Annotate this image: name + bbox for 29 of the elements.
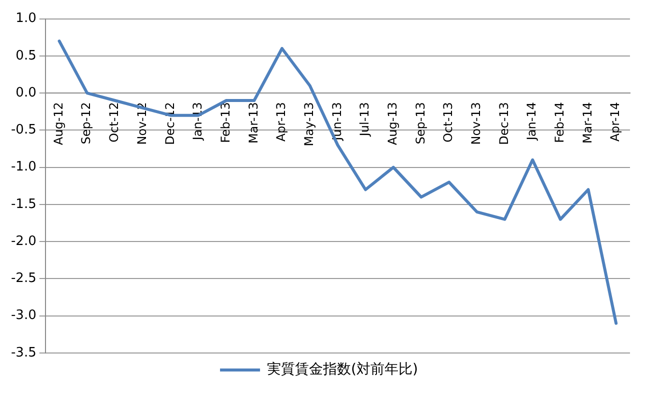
- x-tick-label: Mar-14: [580, 102, 594, 144]
- x-tick-label: Aug-13: [385, 102, 400, 146]
- x-tick-label: Dec-13: [496, 102, 511, 145]
- x-tick-label: Oct-13: [441, 102, 456, 142]
- y-tick-label: 0.5: [16, 48, 36, 64]
- x-tick-label: Oct-12: [107, 102, 122, 142]
- x-tick-label: Aug-12: [51, 102, 66, 146]
- x-tick-label: Sep-12: [79, 102, 94, 144]
- y-tick-label: -2.5: [10, 271, 36, 286]
- x-tick-label: Feb-14: [552, 102, 567, 143]
- x-tick-label: Jan-14: [524, 102, 539, 142]
- y-tick-label: -0.5: [10, 122, 36, 138]
- y-tick-label: -1.0: [10, 160, 36, 175]
- y-tick-label: -1.5: [10, 196, 36, 212]
- x-tick-label: Apr-13: [274, 102, 288, 142]
- x-tick-label: Jul-13: [358, 102, 372, 138]
- y-tick-label: -3.5: [10, 345, 36, 360]
- x-tick-label: Sep-13: [413, 102, 428, 144]
- x-tick-label: May-13: [302, 102, 316, 146]
- x-tick-label: Feb-13: [218, 102, 232, 143]
- x-tick-label: Mar-13: [246, 102, 260, 144]
- x-tick-label: Jun-13: [330, 102, 344, 142]
- y-tick-label: 1.0: [16, 11, 36, 26]
- x-tick-label: Apr-14: [608, 102, 622, 142]
- x-tick-label: Nov-13: [469, 102, 484, 145]
- y-tick-label: -2.0: [10, 234, 36, 249]
- y-tick-label: 0.0: [16, 85, 36, 100]
- legend-label: 実質賃金指数(対前年比): [267, 362, 418, 378]
- y-tick-label: -3.0: [10, 308, 36, 324]
